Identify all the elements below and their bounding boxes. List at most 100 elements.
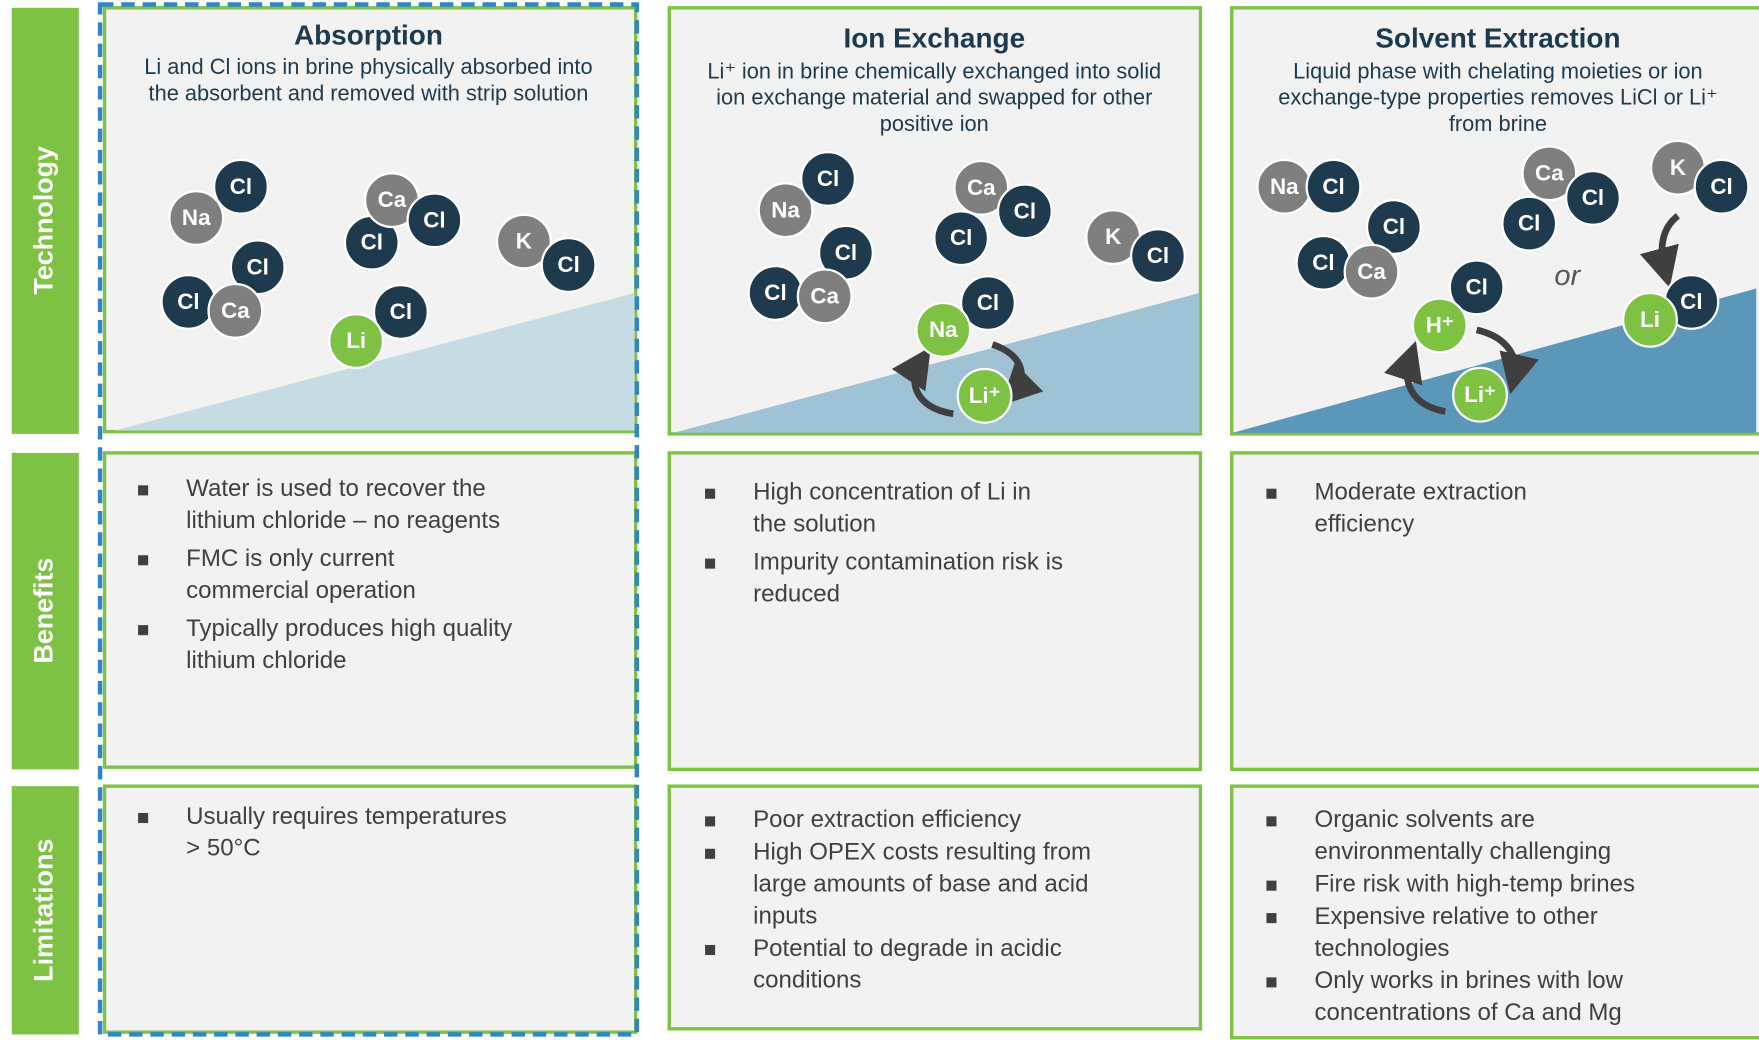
bullet <box>138 555 149 566</box>
bullet <box>1266 488 1277 499</box>
ion-label: Cl <box>764 280 786 305</box>
ion <box>1411 297 1468 354</box>
bullet-text: efficiency <box>1315 510 1415 537</box>
bullet <box>705 848 716 859</box>
ion-label: Ca <box>221 298 250 323</box>
ion-label: Cl <box>977 290 999 315</box>
ion <box>1305 158 1362 215</box>
bullet <box>705 558 716 569</box>
ion-label: Ca <box>810 283 839 308</box>
column-description: exchange-type properties removes LiCl or… <box>1278 85 1717 110</box>
bullet-text: Only works in brines with low <box>1315 967 1624 994</box>
ion-label: K <box>1670 155 1686 180</box>
row-label: Technology <box>28 146 58 295</box>
ion <box>1521 145 1578 202</box>
ion <box>540 237 597 293</box>
ion <box>168 190 225 247</box>
column-title: Solvent Extraction <box>1375 23 1620 54</box>
bullet <box>138 625 149 636</box>
bullet-text: Usually requires temperatures <box>186 803 507 830</box>
bullet-text: High OPEX costs resulting from <box>753 839 1091 866</box>
bullet <box>138 485 149 496</box>
ion-label: Cl <box>1465 274 1487 299</box>
ion-label: Na <box>929 317 958 342</box>
row-label: Limitations <box>28 839 58 982</box>
bullet-text: lithium chloride <box>186 647 346 674</box>
ion-label: Li <box>346 328 366 353</box>
ion <box>372 284 429 340</box>
ion-label: Cl <box>1710 174 1732 199</box>
bullet-text: Impurity contamination risk is <box>753 548 1063 575</box>
ion <box>1622 291 1678 348</box>
bullet <box>1266 977 1277 988</box>
bullet-text: reduced <box>753 580 840 607</box>
ion <box>933 210 990 267</box>
ion <box>1452 366 1508 423</box>
ion <box>495 213 552 270</box>
ion-label: Na <box>771 197 800 222</box>
bullet <box>138 812 149 824</box>
ion <box>757 182 814 239</box>
ion-label: Ca <box>967 175 996 200</box>
bullet-text: concentrations of Ca and Mg <box>1315 999 1622 1026</box>
ion-label: K <box>1105 224 1121 249</box>
column-description: Liquid phase with chelating moieties or … <box>1293 58 1703 83</box>
ion-label: Cl <box>950 225 972 250</box>
ion <box>1365 199 1422 255</box>
bullet-text: Typically produces high quality <box>186 615 512 642</box>
bullet-text: Potential to degrade in acidic <box>753 935 1062 962</box>
ion-label: Cl <box>557 252 579 277</box>
bullet <box>1266 880 1277 891</box>
column-description: Li and Cl ions in brine physically absor… <box>144 54 592 79</box>
bullet-text: inputs <box>753 902 817 929</box>
column-description: positive ion <box>880 111 989 136</box>
ion-label: Li <box>1640 307 1660 332</box>
bullet-text: FMC is only current <box>186 545 395 572</box>
ion <box>207 282 264 339</box>
ion <box>996 183 1053 240</box>
ion-label: Cl <box>1383 214 1405 239</box>
row-label: Benefits <box>28 558 58 664</box>
bullet-text: Water is used to recover the <box>186 475 486 502</box>
ion-label: K <box>516 229 532 254</box>
ion-label: Cl <box>1014 198 1036 223</box>
bullet-text: the solution <box>753 510 876 537</box>
ion <box>960 275 1016 332</box>
ion-label: Ca <box>1357 259 1386 284</box>
bullet-text: Poor extraction efficiency <box>753 806 1021 833</box>
ion <box>1693 158 1750 215</box>
ion-label: Ca <box>378 187 407 212</box>
ion-label: Cl <box>817 166 839 191</box>
ion-label: Cl <box>423 207 445 232</box>
ion <box>1448 259 1505 316</box>
bullet <box>1266 913 1277 924</box>
bullet-text: Expensive relative to other <box>1315 903 1598 930</box>
bullet-text: Organic solvents are <box>1315 806 1535 833</box>
column-title: Absorption <box>294 19 443 50</box>
bullet-text: environmentally challenging <box>1315 838 1612 865</box>
ion-label: Cl <box>835 240 857 265</box>
ion <box>213 158 269 215</box>
ion-label: Li⁺ <box>1464 382 1496 407</box>
ion <box>915 301 972 358</box>
frames <box>11 2 1759 1040</box>
ion <box>956 367 1013 424</box>
bullet-text: conditions <box>753 967 861 994</box>
ion-label: Ca <box>1535 160 1564 185</box>
column-description: the absorbent and removed with strip sol… <box>149 80 589 105</box>
ion-label: Cl <box>1322 174 1344 199</box>
bullet <box>705 488 716 499</box>
ion <box>1129 228 1186 285</box>
ion-label: Cl <box>1312 250 1334 275</box>
ion-label: H⁺ <box>1426 312 1454 337</box>
ion-label: Cl <box>1680 289 1702 314</box>
bullet-text: lithium chloride – no reagents <box>186 507 500 534</box>
ion-label: Cl <box>247 254 269 279</box>
bullet <box>705 944 716 956</box>
ion <box>229 239 286 296</box>
ion-label: Cl <box>1147 243 1169 268</box>
ion <box>953 159 1010 216</box>
ion <box>328 313 385 370</box>
ion-label: Li⁺ <box>969 383 1001 408</box>
